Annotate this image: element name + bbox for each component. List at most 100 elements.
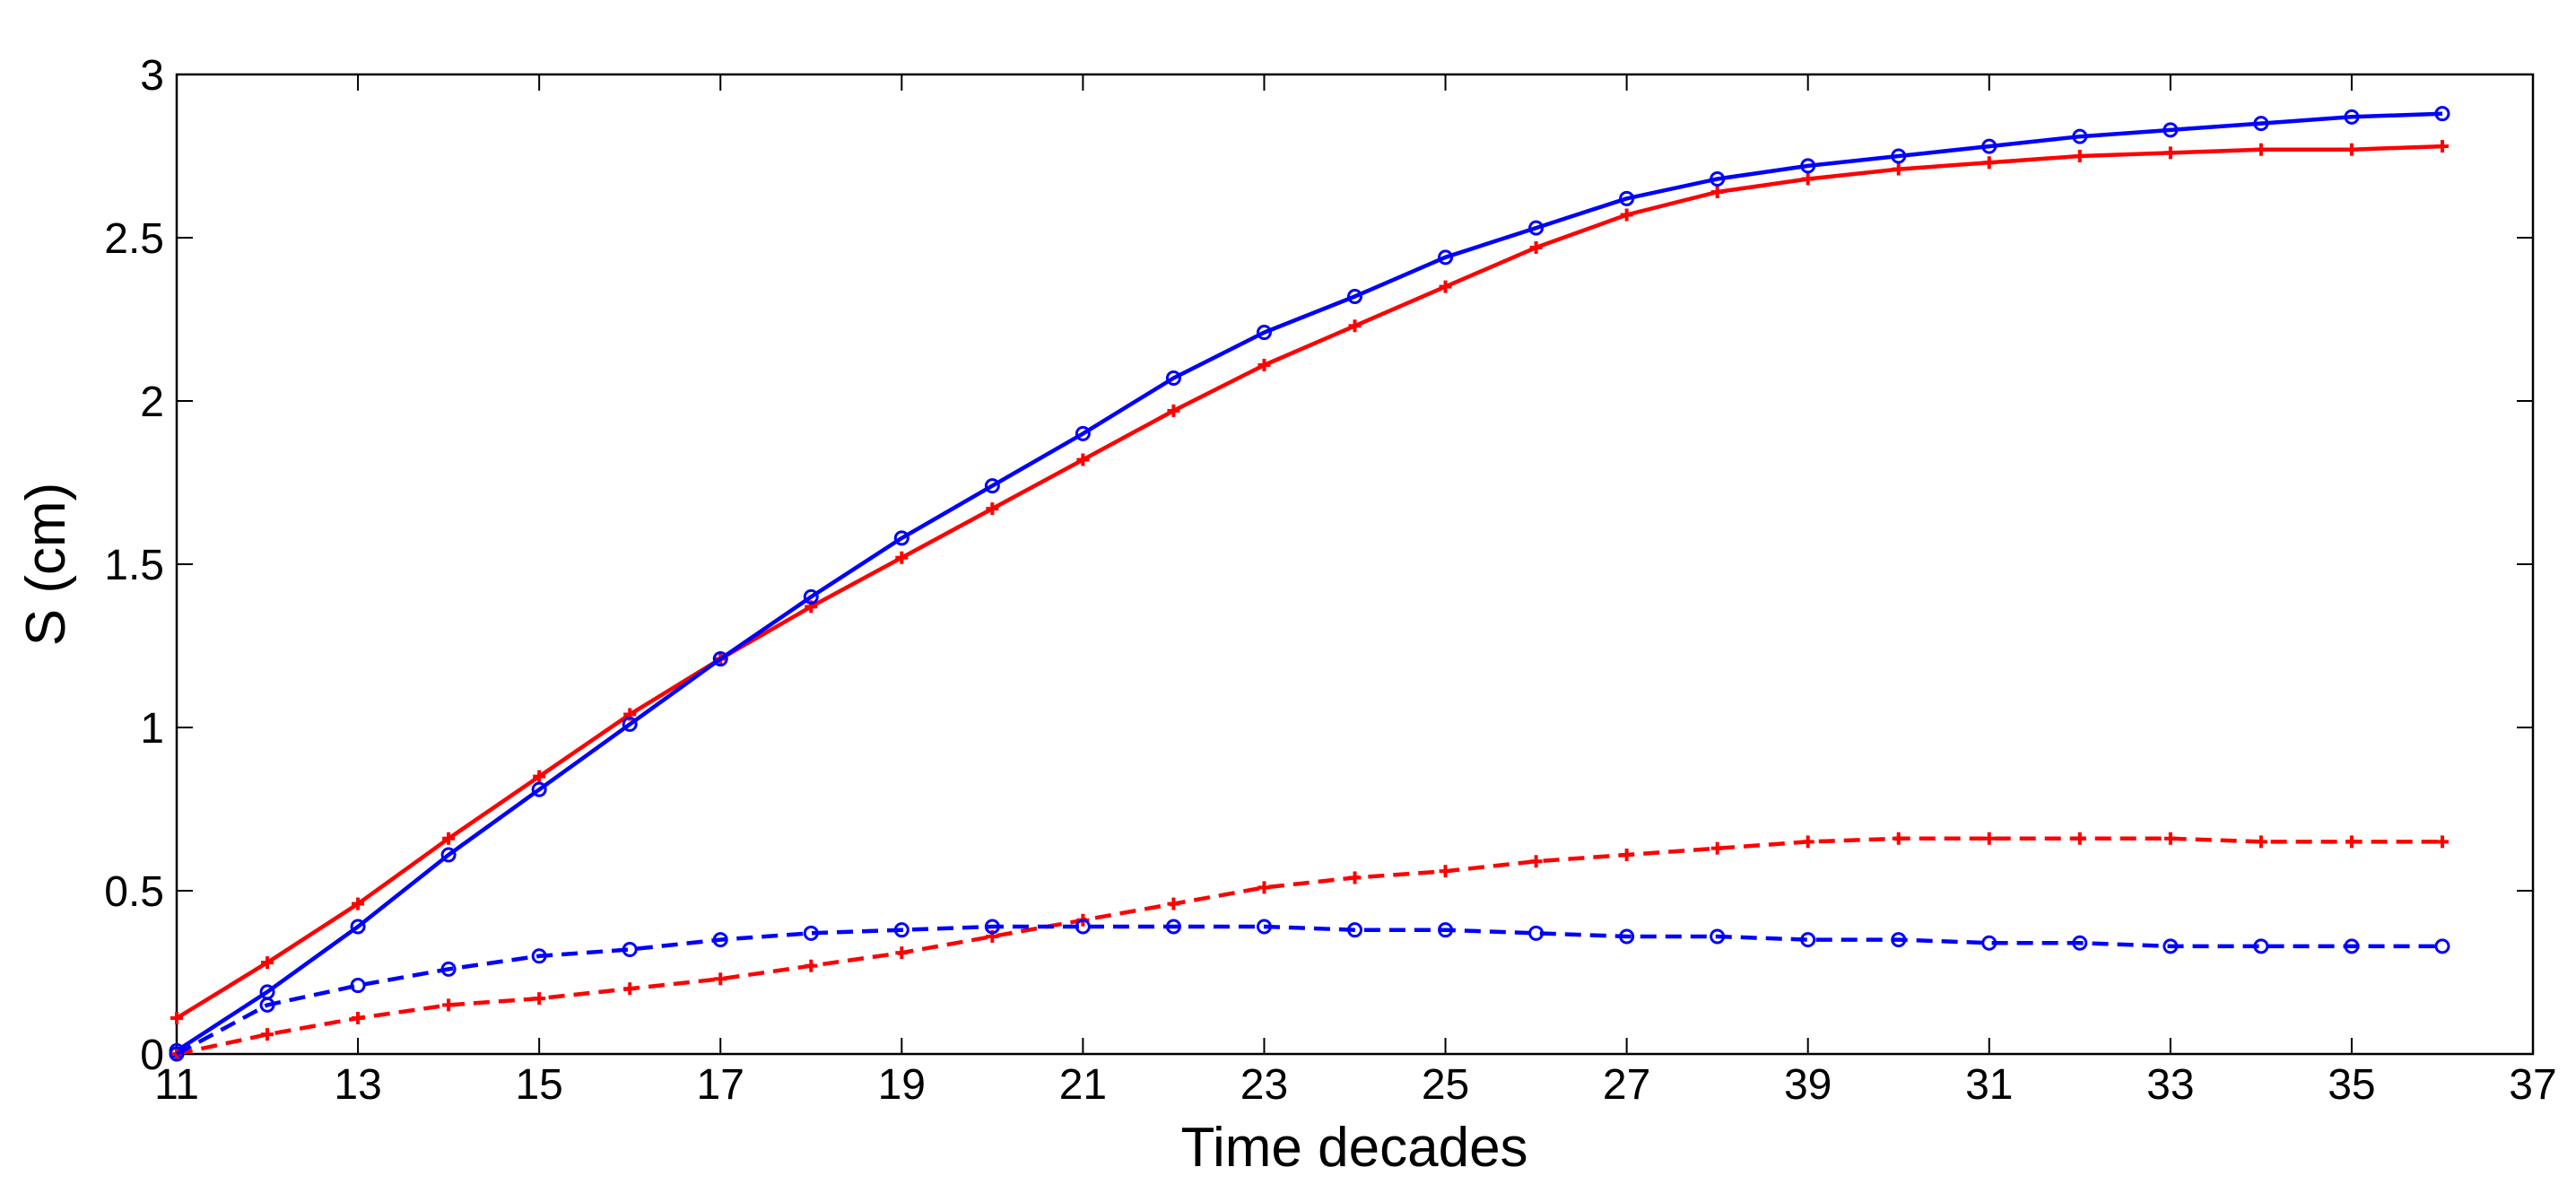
data-point — [1347, 289, 1362, 305]
data-point — [2434, 106, 2450, 122]
data-point — [2073, 150, 2086, 162]
data-point — [1981, 935, 1997, 951]
data-point — [2254, 835, 2267, 849]
series-line — [176, 836, 2442, 1057]
x-tick-label: 21 — [1059, 1061, 1107, 1109]
data-point — [531, 781, 547, 797]
x-tick-label: 11 — [154, 1061, 199, 1109]
y-tick-label: 0 — [140, 1032, 164, 1079]
data-point — [1891, 148, 1907, 164]
y-axis: 0 0.5 1 1.5 2 2.5 3 — [104, 52, 2533, 1079]
data-point — [2163, 938, 2179, 954]
data-point — [623, 982, 637, 996]
x-tick-label: 27 — [1603, 1061, 1650, 1109]
data-point — [1892, 162, 1905, 176]
data-point — [1981, 138, 1997, 154]
x-tick-label: 25 — [1422, 1061, 1469, 1109]
y-tick-label: 2.5 — [104, 215, 164, 263]
data-point — [2163, 146, 2177, 160]
data-point — [2253, 116, 2269, 132]
data-point — [440, 847, 457, 863]
data-point — [2163, 832, 2177, 845]
data-point — [1348, 871, 1362, 884]
data-point — [1619, 190, 1635, 206]
data-point — [1075, 919, 1091, 935]
data-point — [803, 925, 819, 941]
series-line — [175, 111, 2443, 1053]
y-tick-label: 2 — [140, 379, 164, 426]
y-tick-label: 1 — [140, 705, 164, 753]
data-point — [895, 946, 909, 960]
data-point — [1347, 922, 1362, 938]
data-point — [2345, 143, 2358, 156]
data-point — [352, 897, 365, 910]
data-point — [1075, 425, 1091, 441]
data-point — [2344, 109, 2360, 125]
data-point — [1167, 404, 1180, 417]
data-point — [261, 956, 274, 970]
data-point — [2344, 938, 2360, 954]
x-axis: 11 13 15 17 19 21 23 25 27 39 31 33 35 37 — [154, 74, 2557, 1109]
data-point — [1165, 370, 1181, 387]
y-tick-label: 1.5 — [104, 542, 164, 589]
data-point — [984, 919, 1000, 935]
data-point — [1439, 280, 1452, 293]
x-tick-label: 19 — [878, 1061, 926, 1109]
data-point — [1982, 832, 1996, 845]
data-point — [1800, 932, 1816, 948]
x-axis-title: Time decades — [1180, 1117, 1527, 1179]
data-point — [1438, 249, 1454, 266]
data-point — [533, 992, 546, 1006]
data-point — [803, 588, 819, 605]
data-point — [1982, 156, 1996, 170]
data-point — [895, 551, 909, 564]
data-point — [1439, 865, 1452, 878]
series-line — [175, 144, 2443, 1020]
x-tick-label: 17 — [697, 1061, 744, 1109]
data-point — [984, 478, 1000, 494]
x-tick-label: 23 — [1240, 1061, 1288, 1109]
data-point — [1892, 832, 1905, 845]
data-point — [2345, 835, 2358, 849]
data-point — [1528, 220, 1545, 236]
data-point — [1619, 928, 1635, 945]
data-point — [2254, 143, 2267, 156]
data-point — [1438, 922, 1454, 938]
data-point — [1076, 453, 1090, 466]
data-point — [170, 1011, 183, 1024]
data-point — [1710, 928, 1726, 945]
data-point — [1528, 925, 1545, 941]
data-point — [1801, 835, 1815, 849]
data-point — [259, 997, 275, 1013]
x-tick-label: 35 — [2328, 1061, 2375, 1109]
data-point — [1620, 208, 1633, 222]
data-point — [1710, 170, 1726, 187]
data-point — [169, 1046, 185, 1062]
data-point — [533, 770, 546, 783]
data-point — [2163, 122, 2179, 138]
data-point — [531, 948, 547, 964]
data-point — [2072, 128, 2088, 144]
x-tick-label: 39 — [1784, 1061, 1832, 1109]
data-point — [1258, 358, 1271, 371]
data-point — [2435, 835, 2449, 849]
data-point — [350, 978, 366, 994]
data-point — [893, 922, 909, 938]
x-tick-label: 33 — [2146, 1061, 2194, 1109]
data-point — [893, 530, 909, 546]
data-point — [1167, 897, 1180, 910]
data-point — [1800, 158, 1816, 174]
data-point — [1256, 919, 1272, 935]
data-point — [622, 942, 638, 958]
data-point — [1165, 919, 1181, 935]
y-tick-label: 0.5 — [104, 868, 164, 916]
y-axis-title: S (cm) — [15, 483, 77, 647]
data-point — [805, 959, 818, 972]
data-point — [352, 1011, 365, 1024]
y-tick-label: 3 — [140, 52, 164, 100]
series-4 — [169, 919, 2450, 1062]
data-point — [1710, 841, 1724, 855]
data-point — [2253, 938, 2269, 954]
data-point — [986, 502, 999, 516]
